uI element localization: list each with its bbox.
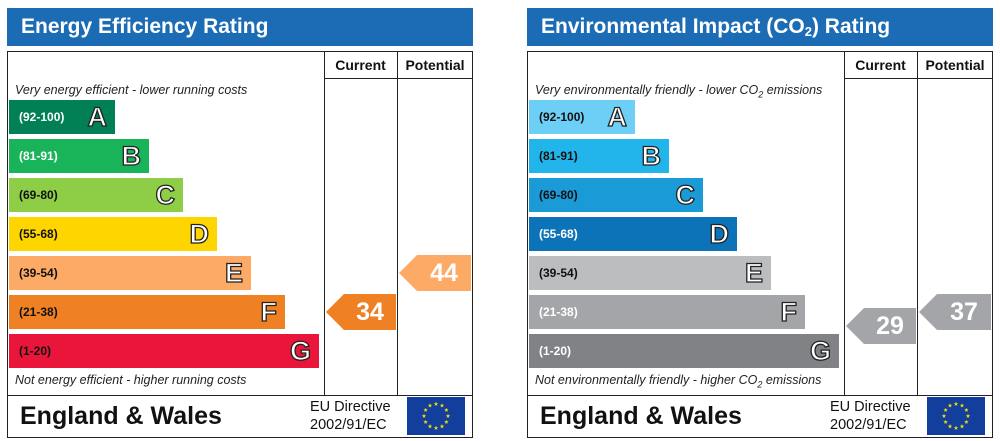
energy-top-caption: Very energy efficient - lower running co…: [15, 83, 248, 97]
eu-star-icon: [433, 401, 439, 406]
eu-star-icon: [423, 419, 428, 424]
band-range-label: (1-20): [539, 344, 572, 358]
environment-current-value: 29: [864, 307, 916, 344]
environment-rating-table: Current Potential Very environmentally f…: [527, 51, 993, 396]
eu-star-icon: [953, 401, 959, 406]
environment-potential-header: Potential: [925, 57, 985, 73]
band-range-label: (81-91): [19, 149, 58, 163]
environment-potential-arrow: 37: [919, 294, 991, 330]
eu-star-icon: [444, 419, 449, 424]
eu-star-icon: [959, 403, 965, 408]
band-letter: A: [607, 101, 628, 132]
eu-star-icon: [439, 403, 445, 408]
eu-star-icon: [427, 403, 433, 408]
band-letter: D: [189, 218, 210, 249]
energy-efficiency-panel: Energy Efficiency Rating Current Potenti…: [7, 8, 473, 438]
energy-current-value: 34: [344, 294, 396, 330]
band-range-label: (69-80): [19, 188, 58, 202]
eu-flag-icon: [407, 397, 465, 435]
band-letter: F: [260, 296, 278, 327]
band-f: (21-38) F: [9, 295, 285, 329]
band-range-label: (92-100): [539, 110, 585, 124]
band-letter: B: [641, 140, 662, 171]
band-letter: C: [675, 179, 696, 210]
band-range-label: (39-54): [539, 266, 578, 280]
eu-star-icon: [421, 413, 427, 418]
band-range-label: (55-68): [19, 227, 58, 241]
eu-star-icon: [427, 424, 433, 429]
eu-star-icon: [953, 425, 959, 430]
environment-top-caption: Very environmentally friendly - lower CO…: [535, 83, 823, 100]
band-letter: C: [155, 179, 176, 210]
band-range-label: (92-100): [19, 110, 65, 124]
eu-star-icon: [433, 425, 439, 430]
band-e: (39-54) E: [529, 256, 771, 290]
energy-current-header: Current: [335, 57, 386, 73]
energy-bottom-caption: Not energy efficient - higher running co…: [15, 373, 247, 387]
band-a: (92-100) A: [529, 100, 635, 134]
energy-eu-directive: EU Directive 2002/91/EC: [310, 399, 391, 433]
band-range-label: (55-68): [539, 227, 578, 241]
energy-rating-table: Current Potential Very energy efficient …: [7, 51, 473, 396]
eu-star-icon: [445, 413, 451, 418]
energy-footer: England & Wales EU Directive 2002/91/EC: [7, 396, 473, 438]
eu-star-icon: [947, 403, 953, 408]
band-b: (81-91) B: [529, 139, 669, 173]
eu-star-icon: [439, 424, 445, 429]
energy-panel-title: Energy Efficiency Rating: [7, 8, 473, 46]
eu-star-icon: [444, 407, 449, 412]
band-d: (55-68) D: [529, 217, 737, 251]
eu-star-icon: [965, 413, 971, 418]
band-letter: E: [224, 257, 243, 288]
band-a: (92-100) A: [9, 100, 115, 134]
band-g: (1-20) G: [9, 334, 319, 368]
band-range-label: (21-38): [539, 305, 578, 319]
eu-star-icon: [959, 424, 965, 429]
band-letter: G: [809, 335, 831, 366]
band-d: (55-68) D: [9, 217, 217, 251]
energy-current-arrow: 34: [326, 294, 396, 330]
environmental-impact-panel: Environmental Impact (CO2) Rating Curren…: [527, 8, 993, 438]
band-range-label: (1-20): [19, 344, 52, 358]
band-range-label: (39-54): [19, 266, 58, 280]
band-range-label: (21-38): [19, 305, 58, 319]
band-g: (1-20) G: [529, 334, 839, 368]
band-f: (21-38) F: [529, 295, 805, 329]
eu-star-icon: [943, 407, 948, 412]
environment-footer: England & Wales EU Directive 2002/91/EC: [527, 396, 993, 438]
environment-current-arrow: 29: [846, 307, 916, 344]
eu-star-icon: [941, 413, 947, 418]
eu-star-icon: [964, 407, 969, 412]
band-letter: B: [121, 140, 142, 171]
band-b: (81-91) B: [9, 139, 149, 173]
environment-region-label: England & Wales: [540, 402, 742, 430]
band-letter: D: [709, 218, 730, 249]
eu-star-icon: [943, 419, 948, 424]
energy-potential-value: 44: [417, 255, 471, 291]
environment-bottom-caption: Not environmentally friendly - higher CO…: [535, 373, 822, 390]
environment-current-header: Current: [855, 57, 906, 73]
environment-panel-title: Environmental Impact (CO2) Rating: [527, 8, 993, 46]
band-range-label: (81-91): [539, 149, 578, 163]
band-e: (39-54) E: [9, 256, 251, 290]
band-c: (69-80) C: [9, 178, 183, 212]
energy-potential-header: Potential: [405, 57, 465, 73]
band-letter: A: [87, 101, 108, 132]
eu-star-icon: [423, 407, 428, 412]
band-letter: E: [744, 257, 763, 288]
eu-star-icon: [947, 424, 953, 429]
environment-potential-value: 37: [937, 294, 991, 330]
band-c: (69-80) C: [529, 178, 703, 212]
band-letter: G: [289, 335, 311, 366]
band-letter: F: [780, 296, 798, 327]
energy-potential-arrow: 44: [399, 255, 471, 291]
energy-region-label: England & Wales: [20, 402, 222, 430]
eu-star-icon: [964, 419, 969, 424]
eu-flag-icon: [927, 397, 985, 435]
band-range-label: (69-80): [539, 188, 578, 202]
environment-eu-directive: EU Directive 2002/91/EC: [830, 399, 911, 433]
